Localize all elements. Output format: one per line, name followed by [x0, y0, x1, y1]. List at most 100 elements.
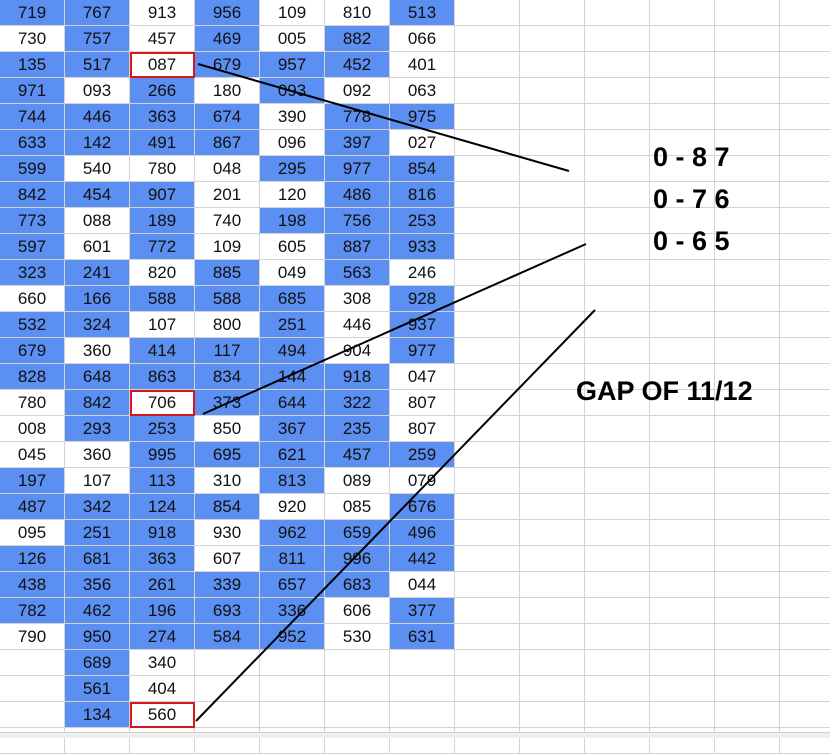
empty-cell[interactable]	[455, 312, 520, 338]
empty-cell[interactable]	[780, 78, 830, 104]
grid-cell[interactable]: 339	[195, 572, 260, 598]
empty-cell[interactable]	[585, 416, 650, 442]
empty-cell[interactable]	[195, 676, 260, 702]
grid-cell[interactable]: 907	[130, 182, 195, 208]
empty-cell[interactable]	[780, 572, 830, 598]
grid-cell[interactable]: 079	[390, 468, 455, 494]
empty-cell[interactable]	[585, 156, 650, 182]
empty-cell[interactable]	[585, 130, 650, 156]
grid-cell[interactable]: 442	[390, 546, 455, 572]
grid-cell[interactable]: 513	[390, 0, 455, 26]
empty-cell[interactable]	[455, 494, 520, 520]
empty-cell[interactable]	[780, 208, 830, 234]
grid-cell[interactable]: 962	[260, 520, 325, 546]
empty-cell[interactable]	[585, 312, 650, 338]
grid-cell[interactable]: 363	[130, 546, 195, 572]
grid-cell[interactable]: 093	[260, 78, 325, 104]
empty-cell[interactable]	[715, 208, 780, 234]
grid-cell[interactable]: 757	[65, 26, 130, 52]
empty-cell[interactable]	[715, 624, 780, 650]
grid-cell[interactable]: 085	[325, 494, 390, 520]
empty-cell[interactable]	[715, 130, 780, 156]
empty-cell[interactable]	[455, 208, 520, 234]
grid-cell[interactable]: 928	[390, 286, 455, 312]
empty-cell[interactable]	[260, 650, 325, 676]
grid-cell[interactable]: 414	[130, 338, 195, 364]
grid-cell[interactable]: 850	[195, 416, 260, 442]
empty-cell[interactable]	[650, 234, 715, 260]
grid-cell[interactable]: 363	[130, 104, 195, 130]
empty-cell[interactable]	[780, 442, 830, 468]
grid-cell[interactable]: 607	[195, 546, 260, 572]
grid-cell[interactable]: 166	[65, 286, 130, 312]
grid-cell[interactable]: 322	[325, 390, 390, 416]
grid-cell[interactable]: 293	[65, 416, 130, 442]
grid-cell[interactable]: 904	[325, 338, 390, 364]
empty-cell[interactable]	[390, 650, 455, 676]
empty-cell[interactable]	[780, 104, 830, 130]
grid-cell[interactable]: 956	[195, 0, 260, 26]
grid-cell[interactable]: 730	[0, 26, 65, 52]
empty-cell[interactable]	[455, 650, 520, 676]
grid-cell[interactable]: 092	[325, 78, 390, 104]
grid-cell[interactable]: 336	[260, 598, 325, 624]
empty-cell[interactable]	[585, 104, 650, 130]
grid-cell[interactable]: 241	[65, 260, 130, 286]
empty-cell[interactable]	[650, 650, 715, 676]
grid-cell[interactable]: 404	[130, 676, 195, 702]
grid-cell[interactable]: 027	[390, 130, 455, 156]
empty-cell[interactable]	[455, 390, 520, 416]
grid-cell[interactable]: 310	[195, 468, 260, 494]
grid-cell[interactable]: 854	[390, 156, 455, 182]
grid-cell[interactable]: 109	[195, 234, 260, 260]
empty-cell[interactable]	[650, 494, 715, 520]
empty-cell[interactable]	[650, 104, 715, 130]
grid-cell[interactable]: 486	[325, 182, 390, 208]
empty-cell[interactable]	[715, 312, 780, 338]
empty-cell[interactable]	[650, 676, 715, 702]
empty-cell[interactable]	[650, 702, 715, 728]
empty-cell[interactable]	[780, 52, 830, 78]
empty-cell[interactable]	[520, 52, 585, 78]
empty-cell[interactable]	[390, 676, 455, 702]
empty-cell[interactable]	[650, 286, 715, 312]
grid-cell[interactable]: 452	[325, 52, 390, 78]
grid-cell[interactable]: 397	[325, 130, 390, 156]
grid-cell[interactable]: 995	[130, 442, 195, 468]
grid-cell[interactable]: 820	[130, 260, 195, 286]
empty-cell[interactable]	[455, 234, 520, 260]
grid-cell[interactable]: 189	[130, 208, 195, 234]
empty-cell[interactable]	[520, 546, 585, 572]
empty-cell[interactable]	[715, 78, 780, 104]
empty-cell[interactable]	[585, 650, 650, 676]
empty-cell[interactable]	[650, 312, 715, 338]
empty-cell[interactable]	[520, 78, 585, 104]
empty-cell[interactable]	[650, 364, 715, 390]
grid-cell[interactable]: 689	[65, 650, 130, 676]
grid-cell[interactable]: 588	[130, 286, 195, 312]
grid-cell[interactable]: 266	[130, 78, 195, 104]
empty-cell[interactable]	[455, 26, 520, 52]
empty-cell[interactable]	[585, 52, 650, 78]
grid-cell[interactable]: 807	[390, 390, 455, 416]
grid-cell[interactable]: 975	[390, 104, 455, 130]
empty-cell[interactable]	[455, 260, 520, 286]
grid-cell[interactable]: 657	[260, 572, 325, 598]
grid-cell[interactable]: 107	[65, 468, 130, 494]
empty-cell[interactable]	[585, 702, 650, 728]
grid-cell[interactable]: 144	[260, 364, 325, 390]
grid-cell[interactable]: 107	[130, 312, 195, 338]
grid-cell[interactable]: 679	[0, 338, 65, 364]
grid-cell[interactable]: 367	[260, 416, 325, 442]
empty-cell[interactable]	[520, 442, 585, 468]
empty-cell[interactable]	[715, 234, 780, 260]
empty-cell[interactable]	[520, 234, 585, 260]
grid-cell[interactable]: 887	[325, 234, 390, 260]
grid-cell[interactable]: 005	[260, 26, 325, 52]
grid-cell[interactable]: 198	[260, 208, 325, 234]
empty-cell[interactable]	[0, 702, 65, 728]
empty-cell[interactable]	[650, 598, 715, 624]
grid-cell[interactable]: 180	[195, 78, 260, 104]
grid-cell[interactable]: 813	[260, 468, 325, 494]
empty-cell[interactable]	[585, 442, 650, 468]
